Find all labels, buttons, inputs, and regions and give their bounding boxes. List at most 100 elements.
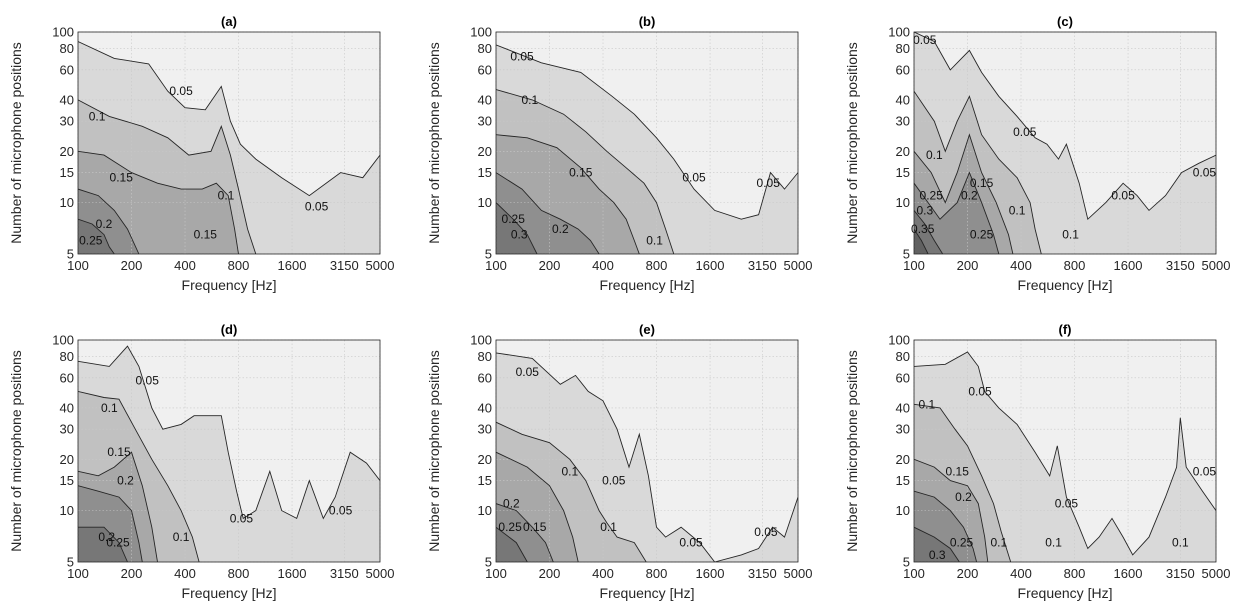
contour-line-0.05 [914,351,1216,556]
contour-label: 0.05 [1111,189,1135,203]
y-tick-label: 80 [478,349,492,364]
y-tick-label: 60 [478,370,492,385]
y-tick-label: 30 [478,422,492,437]
y-axis-label: Number of microphone positions [426,42,442,244]
x-tick-label: 200 [121,258,143,273]
x-tick-label: 1600 [1114,566,1143,581]
contour-label: 0.05 [1193,166,1217,180]
x-tick-label: 200 [539,258,561,273]
contour-label: 0.1 [101,401,118,415]
y-tick-label: 30 [60,114,74,129]
x-tick-labels: 100 200 400 800 1600 3150 5000 [903,566,1230,581]
y-tick-label: 30 [896,422,910,437]
y-tick-label: 100 [52,333,74,348]
y-tick-label: 20 [896,144,910,159]
contour-line-0.15 [78,451,158,562]
y-tick-label: 15 [60,473,74,488]
x-tick-labels: 100 200 400 800 1600 3150 5000 [485,258,812,273]
contour-label: 0.05 [754,525,778,539]
contour-line-0.1 [496,421,647,562]
contour-label: 0.1 [1172,536,1189,550]
y-tick-label: 40 [478,400,492,415]
y-tick-label: 30 [60,422,74,437]
x-tick-label: 100 [485,566,507,581]
contour-label: 0.1 [646,234,663,248]
y-tick-label: 5 [485,247,492,262]
contour-label: 0.1 [173,530,190,544]
contour-label: 0.1 [1062,228,1079,242]
contour-label: 0.15 [970,176,994,190]
x-tick-label: 5000 [784,566,813,581]
x-axis-label: Frequency [Hz] [182,585,277,601]
contour-label: 0.15 [523,520,547,534]
contour-fills [496,44,798,254]
x-tick-label: 3150 [330,258,359,273]
y-tick-label: 60 [60,370,74,385]
contour-lines [78,345,380,562]
contour-labels: 0.05 0.05 0.1 0.1 0.15 0.15 0.2 0.25 [79,84,328,247]
contour-labels: 0.05 0.05 0.05 0.05 0.1 0.1 0.150.2 0.25 [498,365,777,550]
contour-label: 0.1 [561,464,578,478]
contour-lines [496,44,798,254]
y-tick-label: 10 [478,195,492,210]
x-tick-label: 5000 [1202,566,1231,581]
contour-label: 0.25 [106,536,130,550]
contour-label: 0.05 [169,84,193,98]
contour-fill-0.25 [78,219,115,254]
y-tick-label: 15 [896,473,910,488]
contour-label: 0.1 [600,520,617,534]
contour-line-0.1 [914,403,1012,562]
contour-line-0.1 [78,99,257,254]
panel-title: (b) [639,14,656,29]
y-tick-label: 15 [478,165,492,180]
contour-line-0.15 [78,150,239,254]
contour-label: 0.05 [329,504,353,518]
x-tick-label: 3150 [1166,258,1195,273]
x-tick-label: 200 [957,258,979,273]
y-tick-label: 80 [60,41,74,56]
y-tick-label: 10 [896,503,910,518]
y-tick-label: 30 [478,114,492,129]
y-tick-label: 100 [888,25,910,40]
x-tick-label: 400 [592,258,614,273]
contour-line-0.15 [914,458,989,562]
contour-label: 0.05 [510,49,534,63]
y-tick-label: 15 [60,165,74,180]
y-tick-label: 60 [60,62,74,77]
contour-line-0.05 [914,32,1216,221]
y-tick-label: 10 [60,503,74,518]
x-tick-label: 1600 [278,258,307,273]
contour-label: 0.25 [920,189,944,203]
axes-box [913,31,1217,255]
contour-label: 0.05 [230,511,254,525]
contour-label: 0.05 [968,384,992,398]
y-tick-label: 60 [896,62,910,77]
x-tick-label: 3150 [748,566,777,581]
y-tick-label: 100 [470,333,492,348]
contour-label: 0.05 [602,474,626,488]
y-tick-label: 100 [52,25,74,40]
y-tick-label: 10 [478,503,492,518]
y-tick-label: 15 [896,165,910,180]
x-tick-label: 200 [121,566,143,581]
x-tick-label: 400 [1010,566,1032,581]
y-tick-label: 40 [478,92,492,107]
contour-line-0.05 [496,352,798,562]
y-tick-label: 60 [896,370,910,385]
y-tick-label: 5 [67,247,74,262]
contour-line-0.1 [914,90,1042,254]
contour-line-0.15 [496,451,579,562]
contour-line-0.05 [78,41,380,197]
x-tick-labels: 100 200 400 800 1600 3150 5000 [903,258,1230,273]
x-tick-label: 800 [1064,566,1086,581]
contour-label: 0.3 [511,228,528,242]
x-tick-label: 400 [1010,258,1032,273]
contour-label: 0.15 [107,445,131,459]
y-axis-label: Number of microphone positions [8,42,24,244]
x-tick-label: 800 [646,566,668,581]
y-tick-label: 40 [60,400,74,415]
contour-labels: 0.1 0.15 0.2 0.25 0.3 0.05 0.05 0.05 0.1 0.1 0.1 [918,384,1216,562]
contour-line-0.25 [78,526,128,562]
